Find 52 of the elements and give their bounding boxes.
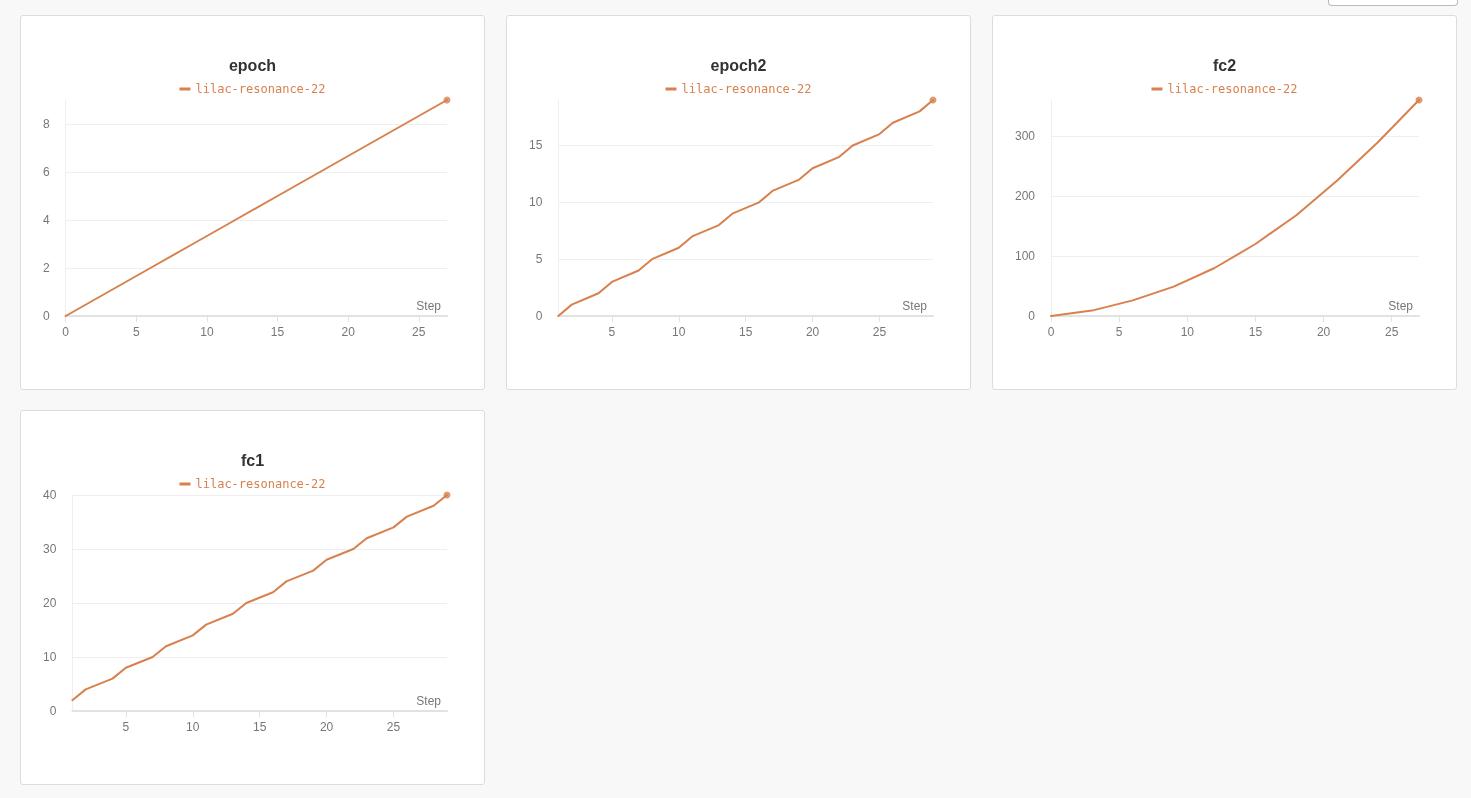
x-tick-label: 10 <box>672 325 686 339</box>
x-tick-label: 15 <box>252 720 267 734</box>
x-tick-label: 25 <box>1385 325 1399 339</box>
x-axis-title: Step <box>416 299 442 313</box>
y-tick-label: 0 <box>535 309 543 323</box>
x-tick-label: 25 <box>386 720 401 734</box>
x-tick-label: 10 <box>186 720 200 734</box>
x-tick-label: 20 <box>805 325 820 339</box>
legend-label: lilac-resonance-22 <box>1167 82 1298 96</box>
y-tick-label: 5 <box>535 252 543 267</box>
x-tick-label: 10 <box>1180 325 1195 339</box>
x-tick-label: 0 <box>62 325 70 339</box>
y-tick-label: 10 <box>42 650 57 664</box>
chart-title: epoch2 <box>710 56 767 74</box>
y-tick-label: 15 <box>528 138 543 153</box>
x-tick-label: 20 <box>319 720 334 734</box>
y-tick-label: 6 <box>42 165 50 179</box>
y-tick-label: 200 <box>1014 189 1036 203</box>
y-tick-label: 10 <box>528 195 543 210</box>
y-tick-label: 0 <box>1028 309 1036 323</box>
x-tick-label: 15 <box>270 325 285 339</box>
y-tick-label: 40 <box>42 488 57 502</box>
x-tick-label: 20 <box>341 325 356 339</box>
x-tick-label: 25 <box>872 325 887 339</box>
legend-label: lilac-resonance-22 <box>195 82 326 96</box>
y-tick-label: 0 <box>49 704 57 718</box>
y-tick-label: 0 <box>42 309 50 323</box>
x-tick-label: 5 <box>132 325 140 339</box>
x-axis-title: Step <box>1388 299 1414 313</box>
legend-label: lilac-resonance-22 <box>681 82 812 96</box>
chart-title: fc1 <box>240 451 265 469</box>
legend-label: lilac-resonance-22 <box>195 477 326 491</box>
x-tick-label: 15 <box>738 325 753 339</box>
y-tick-label: 20 <box>42 596 57 610</box>
x-tick-label: 10 <box>200 325 214 339</box>
y-tick-label: 8 <box>42 117 50 131</box>
y-tick-label: 100 <box>1014 249 1036 263</box>
x-tick-label: 20 <box>1316 325 1331 339</box>
y-tick-label: 30 <box>42 542 57 556</box>
chart-title: epoch <box>228 56 277 74</box>
x-tick-label: 0 <box>1047 325 1055 339</box>
y-tick-label: 4 <box>42 213 50 227</box>
x-tick-label: 5 <box>608 325 616 339</box>
chart-title: fc2 <box>1212 56 1237 74</box>
x-tick-label: 25 <box>412 325 426 339</box>
x-axis-title: Step <box>416 694 442 708</box>
x-tick-label: 5 <box>1115 325 1123 339</box>
x-tick-label: 15 <box>1248 325 1263 339</box>
x-axis-title: Step <box>902 299 928 313</box>
x-tick-label: 5 <box>122 720 130 734</box>
y-tick-label: 2 <box>42 261 50 275</box>
y-tick-label: 300 <box>1014 129 1036 143</box>
